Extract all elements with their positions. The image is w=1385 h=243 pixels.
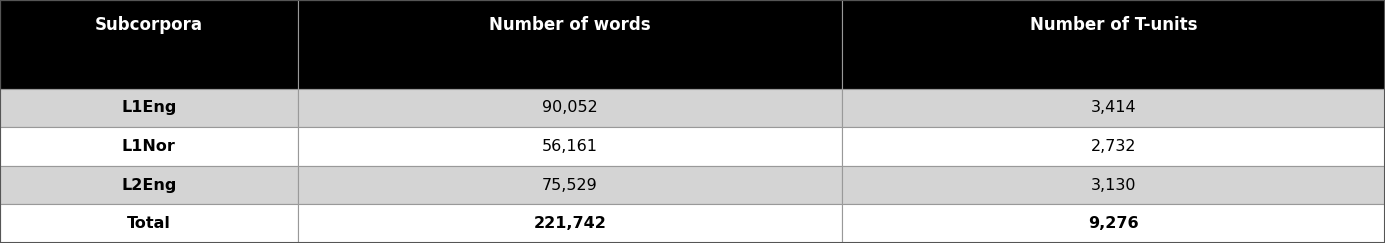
Bar (298, 89, 842, 127)
Text: 90,052: 90,052 (542, 101, 598, 115)
Text: Number of words: Number of words (489, 16, 651, 34)
Bar (0, 127, 298, 166)
Text: 221,742: 221,742 (533, 216, 607, 231)
Bar (298, 204, 842, 243)
Bar (842, 89, 1385, 127)
Bar (842, 0, 1385, 89)
Text: 56,161: 56,161 (542, 139, 598, 154)
Bar (0, 89, 298, 127)
Text: 9,276: 9,276 (1089, 216, 1138, 231)
Text: Total: Total (127, 216, 170, 231)
Bar (0, 204, 298, 243)
Text: Subcorpora: Subcorpora (96, 16, 202, 34)
Bar (298, 127, 842, 166)
Text: 3,130: 3,130 (1091, 178, 1136, 193)
Bar (298, 166, 842, 204)
Text: L1Nor: L1Nor (122, 139, 176, 154)
Bar (0, 0, 298, 89)
Text: L2Eng: L2Eng (122, 178, 176, 193)
Bar (298, 0, 842, 89)
Text: 75,529: 75,529 (542, 178, 598, 193)
Bar (842, 166, 1385, 204)
Text: Number of T-units: Number of T-units (1030, 16, 1197, 34)
Bar (842, 127, 1385, 166)
Text: L1Eng: L1Eng (122, 101, 176, 115)
Bar (842, 204, 1385, 243)
Bar (0, 166, 298, 204)
Text: 3,414: 3,414 (1091, 101, 1136, 115)
Text: 2,732: 2,732 (1091, 139, 1136, 154)
